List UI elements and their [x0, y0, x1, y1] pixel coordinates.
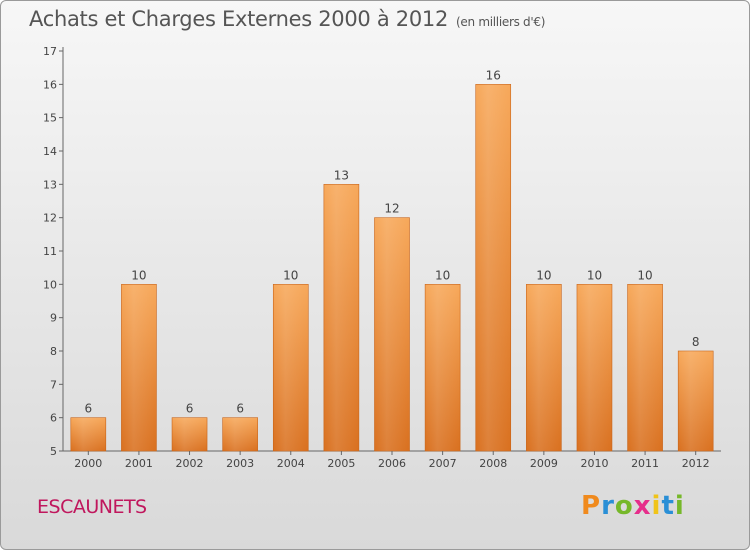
- data-label: 6: [186, 402, 194, 416]
- bar-highlight: [374, 217, 410, 451]
- data-label: 10: [131, 268, 146, 282]
- x-tick-label: 2012: [682, 457, 710, 470]
- data-label: 10: [637, 268, 652, 282]
- data-label: 10: [283, 268, 298, 282]
- data-label: 10: [435, 268, 450, 282]
- x-tick-label: 2006: [378, 457, 406, 470]
- x-tick-label: 2001: [125, 457, 153, 470]
- y-tick-label: 6: [50, 412, 57, 425]
- x-tick-label: 2011: [631, 457, 659, 470]
- x-tick-label: 2010: [580, 457, 608, 470]
- x-tick-label: 2007: [429, 457, 457, 470]
- chart-title: Achats et Charges Externes 2000 à 2012 (e…: [29, 7, 545, 31]
- x-tick-label: 2005: [327, 457, 355, 470]
- y-tick-label: 15: [43, 112, 57, 125]
- y-tick-label: 13: [43, 178, 57, 191]
- data-label: 12: [384, 202, 399, 216]
- x-tick-label: 2000: [74, 457, 102, 470]
- x-tick-label: 2008: [479, 457, 507, 470]
- x-tick-label: 2009: [530, 457, 558, 470]
- bar-highlight: [222, 417, 258, 451]
- data-label: 6: [236, 402, 244, 416]
- title-text: Achats et Charges Externes 2000 à 2012: [29, 7, 449, 31]
- bar-highlight: [475, 84, 511, 451]
- bar-highlight: [273, 284, 309, 451]
- y-tick-label: 11: [43, 245, 57, 258]
- y-tick-label: 14: [43, 145, 57, 158]
- y-tick-label: 16: [43, 78, 57, 91]
- bar-highlight: [425, 284, 461, 451]
- y-tick-label: 10: [43, 278, 57, 291]
- x-tick-label: 2002: [176, 457, 204, 470]
- bar-highlight: [70, 417, 106, 451]
- x-tick-label: 2003: [226, 457, 254, 470]
- unit-label: (en milliers d'€): [456, 15, 546, 29]
- bar-highlight: [121, 284, 157, 451]
- bar-highlight: [526, 284, 562, 451]
- bar-highlight: [576, 284, 612, 451]
- x-tick-label: 2004: [277, 457, 305, 470]
- bar-highlight: [627, 284, 663, 451]
- y-tick-label: 7: [50, 378, 57, 391]
- data-label: 16: [486, 68, 501, 82]
- y-tick-label: 9: [50, 312, 57, 325]
- y-tick-label: 17: [43, 45, 57, 58]
- proxiti-logo: Proxiti: [581, 491, 685, 521]
- y-tick-label: 12: [43, 212, 57, 225]
- data-label: 8: [692, 335, 700, 349]
- data-label: 13: [334, 168, 349, 182]
- commune-name: ESCAUNETS: [37, 496, 147, 518]
- data-label: 10: [536, 268, 551, 282]
- bar-highlight: [172, 417, 208, 451]
- bar-highlight: [678, 351, 714, 451]
- y-tick-label: 5: [50, 445, 57, 458]
- y-tick-label: 8: [50, 345, 57, 358]
- bar-highlight: [323, 184, 359, 452]
- data-label: 6: [84, 402, 92, 416]
- data-label: 10: [587, 268, 602, 282]
